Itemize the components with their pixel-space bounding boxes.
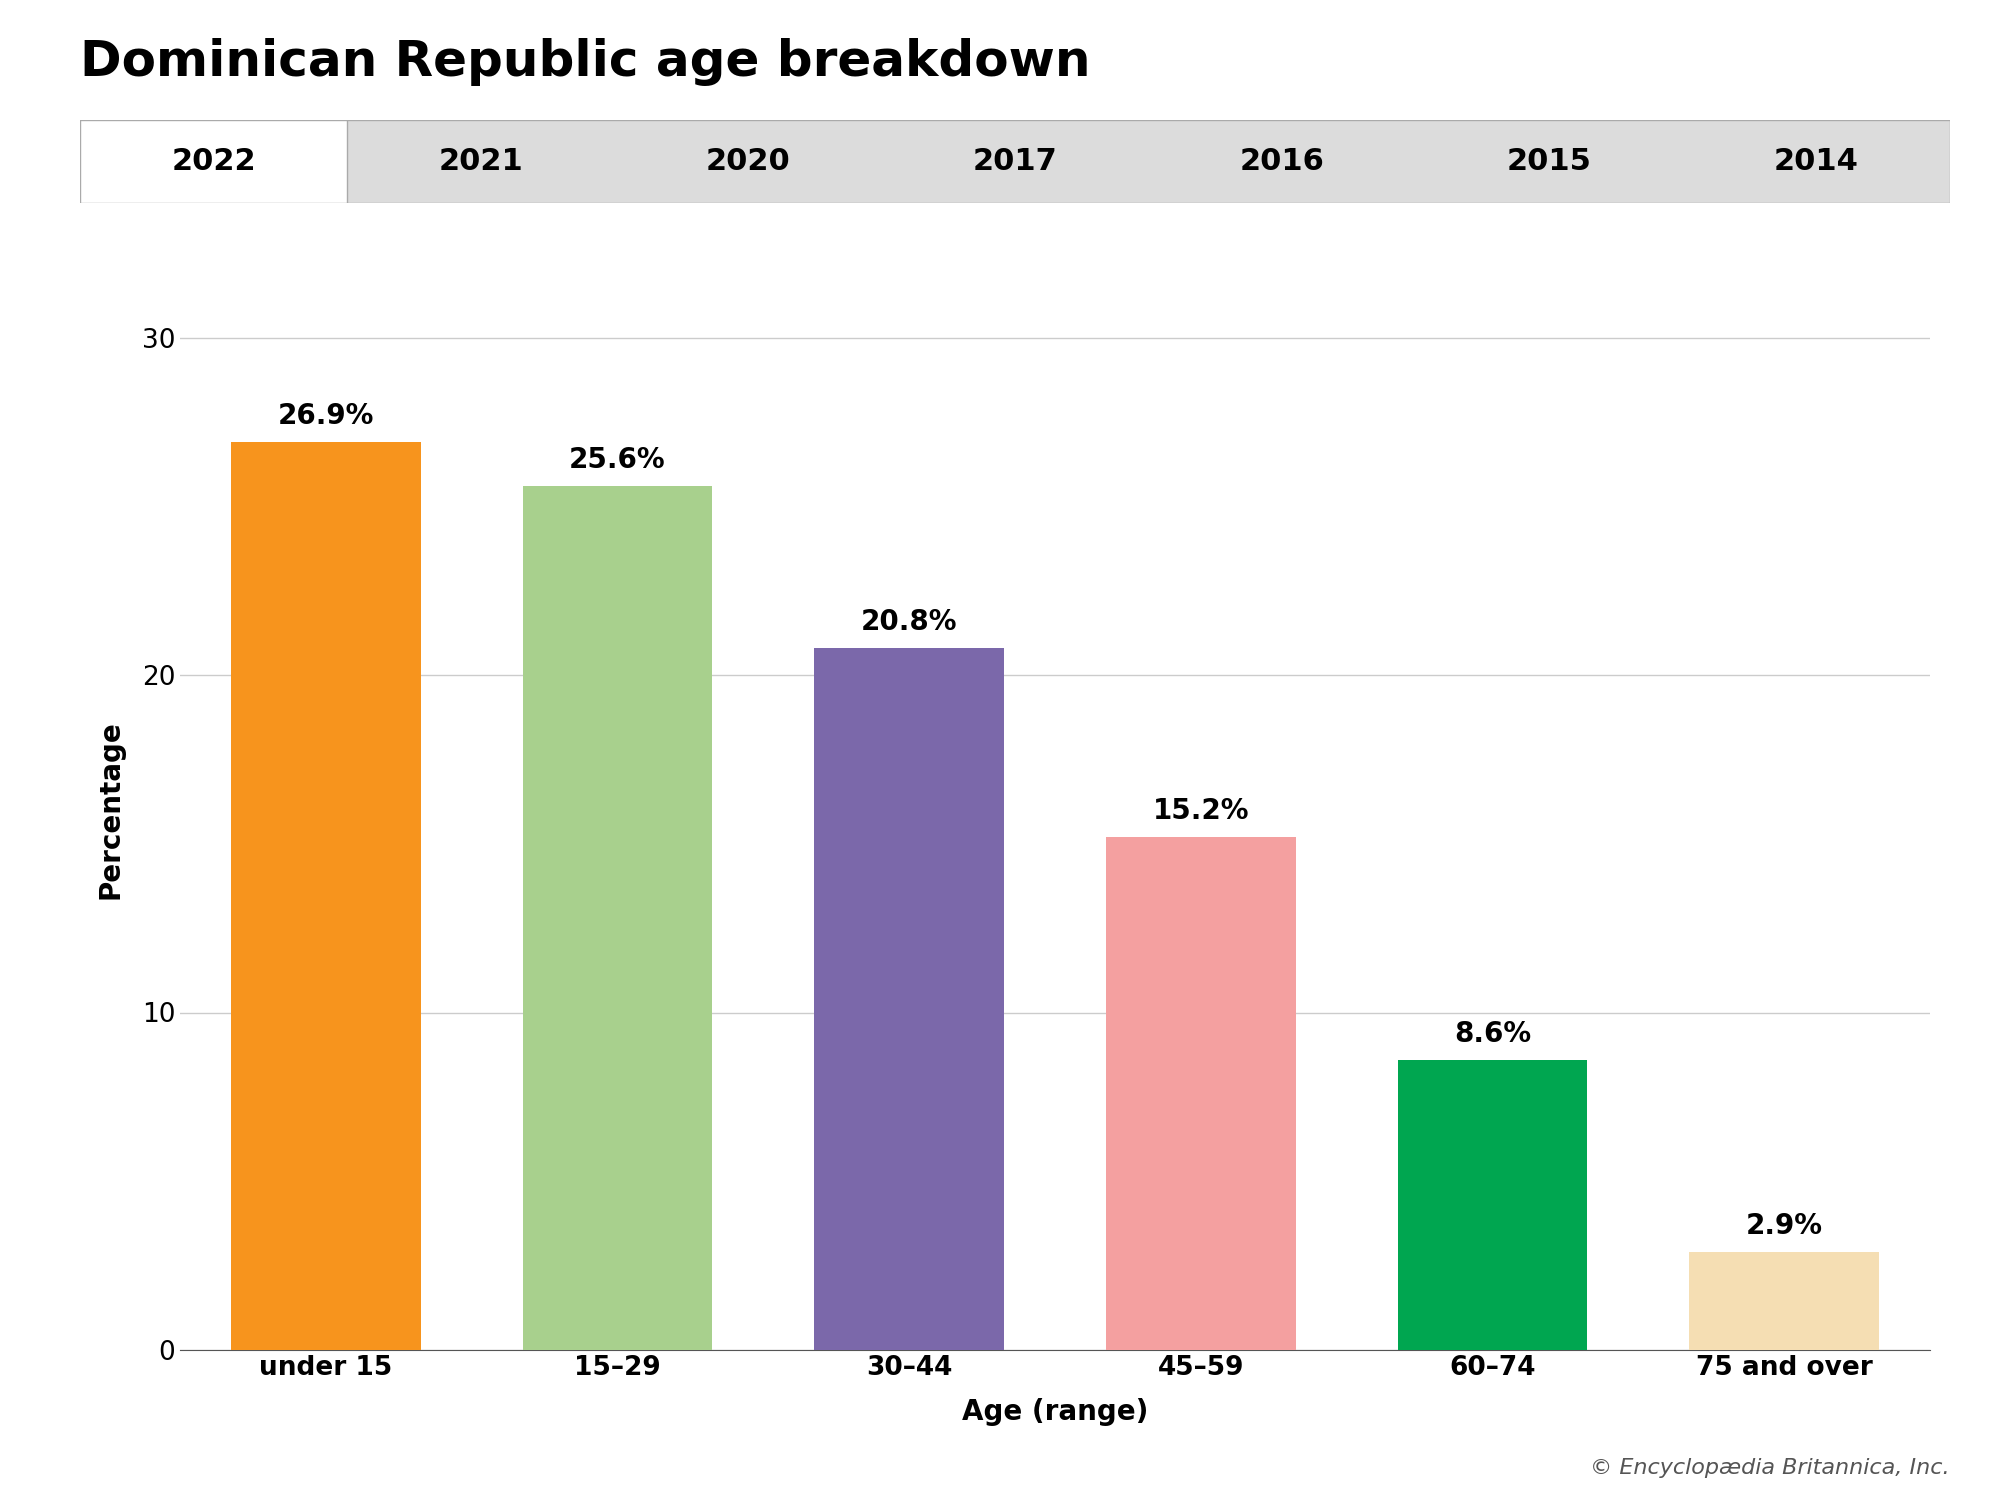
Bar bbox=[232, 442, 420, 1350]
Text: 2014: 2014 bbox=[1774, 147, 1858, 176]
Text: 2015: 2015 bbox=[1506, 147, 1592, 176]
Text: 15.2%: 15.2% bbox=[1152, 796, 1250, 825]
Text: 26.9%: 26.9% bbox=[278, 402, 374, 430]
Text: 25.6%: 25.6% bbox=[570, 446, 666, 474]
Text: 20.8%: 20.8% bbox=[860, 608, 958, 636]
Text: © Encyclopædia Britannica, Inc.: © Encyclopædia Britannica, Inc. bbox=[1590, 1458, 1950, 1478]
Y-axis label: Percentage: Percentage bbox=[96, 720, 124, 900]
Text: 2016: 2016 bbox=[1240, 147, 1324, 176]
Bar bbox=[1106, 837, 1296, 1350]
Bar bbox=[80, 120, 348, 202]
Text: 2020: 2020 bbox=[706, 147, 790, 176]
Text: Dominican Republic age breakdown: Dominican Republic age breakdown bbox=[80, 38, 1090, 86]
Bar bbox=[1690, 1252, 1878, 1350]
X-axis label: Age (range): Age (range) bbox=[962, 1398, 1148, 1425]
Text: 2021: 2021 bbox=[438, 147, 524, 176]
Text: 2.9%: 2.9% bbox=[1746, 1212, 1822, 1240]
Bar bbox=[522, 486, 712, 1350]
Bar bbox=[1398, 1059, 1588, 1350]
Bar bbox=[814, 648, 1004, 1350]
Text: 2022: 2022 bbox=[172, 147, 256, 176]
Text: 8.6%: 8.6% bbox=[1454, 1020, 1532, 1048]
Text: 2017: 2017 bbox=[972, 147, 1058, 176]
